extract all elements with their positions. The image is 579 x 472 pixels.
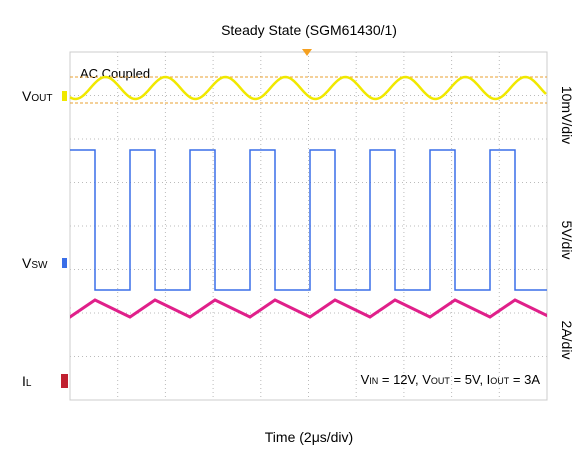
condition-text: V [361,372,370,387]
channel-marker [62,258,67,268]
scale-label: 2A/div [559,321,575,360]
condition-text: = 12V, V [378,372,431,387]
trigger-marker [302,49,312,56]
condition-sub: OUT [490,376,510,386]
vout-waveform [69,75,547,101]
condition-text: = 5V, I [450,372,490,387]
il-waveform [70,298,547,319]
channel-label: VSW [22,255,48,271]
channel-marker [61,374,68,388]
condition-sub: OUT [431,376,451,386]
channel-main: I [22,373,26,389]
channel-marker [62,91,67,101]
mode-label: AC Coupled [80,66,150,81]
channel-sub: OUT [31,93,52,104]
scale-label: 5V/div [559,221,575,260]
channel-label: IL [22,373,32,389]
conditions: VIN = 12V, VOUT = 5V, IOUT = 3A [361,372,541,387]
channel-main: V [22,88,32,104]
vsw-waveform [70,149,547,291]
condition-sub: IN [369,376,378,386]
channel-label: VOUT [22,88,52,104]
title: Steady State (SGM61430/1) [221,22,397,38]
channel-main: V [22,255,32,271]
channel-sub: SW [31,260,48,271]
condition-text: = 3A [509,372,540,387]
grid [70,52,547,400]
x-axis-label: Time (2μs/div) [265,429,353,445]
channel-sub: L [26,378,32,389]
scale-label: 10mV/div [559,86,575,144]
